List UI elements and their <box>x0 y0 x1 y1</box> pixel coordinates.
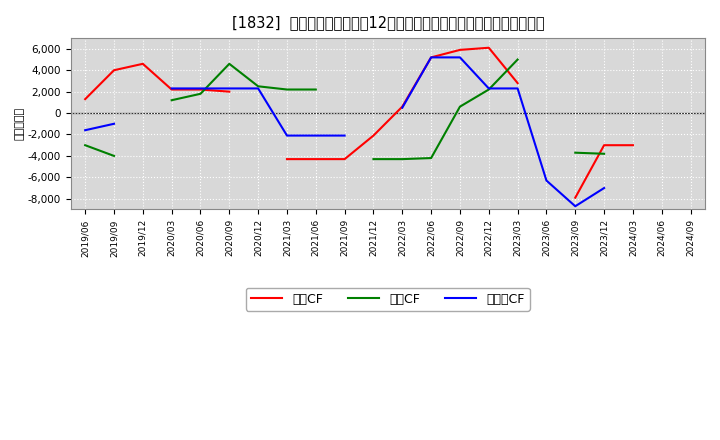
営業CF <box>225 89 233 94</box>
フリーCF <box>109 121 118 126</box>
Y-axis label: （百万円）: （百万円） <box>15 107 25 140</box>
Legend: 営業CF, 投資CF, フリーCF: 営業CF, 投資CF, フリーCF <box>246 288 530 311</box>
Title: [1832]  キャッシュフローの12か月移動合計の対前年同期増減額の推移: [1832] キャッシュフローの12か月移動合計の対前年同期増減額の推移 <box>232 15 544 30</box>
投資CF <box>81 143 89 148</box>
営業CF <box>138 61 147 66</box>
営業CF <box>196 87 204 92</box>
Line: フリーCF: フリーCF <box>85 124 114 130</box>
Line: 投資CF: 投資CF <box>85 145 114 156</box>
フリーCF <box>81 128 89 133</box>
営業CF <box>81 96 89 102</box>
投資CF <box>109 153 118 158</box>
営業CF <box>167 87 176 92</box>
営業CF <box>109 68 118 73</box>
Line: 営業CF: 営業CF <box>85 64 229 99</box>
